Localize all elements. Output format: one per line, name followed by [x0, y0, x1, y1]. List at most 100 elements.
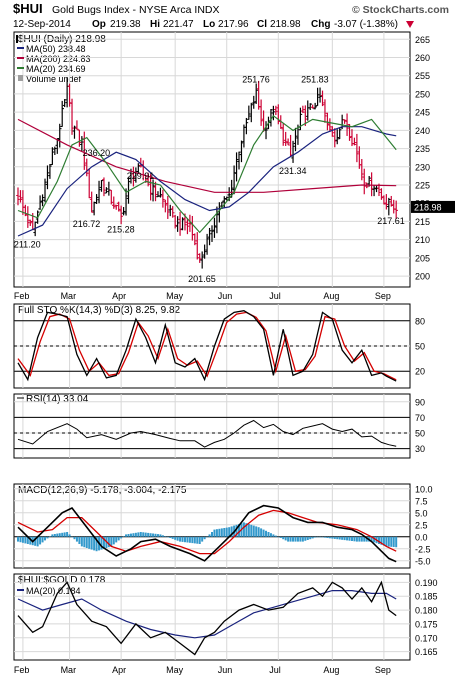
macd-histogram-bar [66, 532, 69, 537]
macd-histogram-bar [346, 536, 349, 541]
macd-histogram-bar [171, 536, 174, 539]
macd-histogram-bar [365, 536, 368, 542]
rsi-line [17, 419, 397, 448]
y-tick-label: 0.170 [415, 633, 438, 643]
macd-histogram-bar [206, 536, 209, 538]
x-tick-label: Feb [14, 291, 30, 301]
close-value: 218.98 [270, 19, 301, 30]
y-tick-label: 240 [415, 126, 430, 136]
macd-histogram-bar [166, 536, 169, 538]
macd-histogram-bar [154, 533, 157, 537]
macd-histogram-bar [289, 536, 292, 542]
x-tick-label: Apr [112, 291, 126, 301]
macd-histogram-bar [252, 525, 255, 537]
y-tick-label: -2.5 [415, 544, 431, 554]
macd-histogram-bar [125, 534, 128, 537]
macd-histogram-bar [363, 536, 366, 542]
macd-histogram-bar [304, 536, 307, 541]
macd-histogram-bar [198, 536, 201, 544]
macd-histogram-bar [309, 536, 312, 540]
y-tick-label: 50 [415, 429, 425, 439]
price-annotation: 231.34 [279, 166, 307, 176]
x-tick-label: Jul [269, 291, 281, 301]
y-tick-label: 200 [415, 272, 430, 282]
macd-histogram-bar [115, 536, 118, 543]
x-tick-label: Jul [269, 665, 281, 675]
macd-histogram-bar [149, 533, 152, 537]
x-tick-label: Aug [323, 665, 339, 675]
macd-histogram-bar [257, 527, 260, 537]
macd-histogram-bar [186, 536, 189, 543]
x-tick-label: May [166, 291, 184, 301]
y-tick-label: 230 [415, 162, 430, 172]
ma200-line [17, 118, 397, 193]
macd-histogram-bar [336, 536, 339, 540]
macd-histogram-bar [127, 534, 130, 537]
y-tick-label: 210 [415, 235, 430, 245]
macd-histogram-bar [370, 536, 373, 542]
macd-histogram-bar [341, 536, 344, 540]
macd-histogram-bar [107, 536, 110, 548]
y-tick-label: 5.0 [415, 508, 428, 518]
ratio-title: $HUI:$GOLD 0.178 [18, 575, 106, 586]
macd-histogram-bar [41, 536, 44, 543]
macd-histogram-bar [129, 533, 132, 537]
price-annotation: 251.83 [301, 74, 329, 84]
x-tick-label: Mar [61, 291, 77, 301]
macd-histogram-bar [191, 536, 194, 544]
macd-histogram-bar [311, 536, 314, 539]
macd-histogram-bar [238, 524, 241, 537]
stochastic-k-line [17, 310, 397, 382]
macd-histogram-bar [260, 528, 263, 537]
macd-histogram-bar [385, 536, 388, 547]
macd-histogram-bar [193, 536, 196, 544]
macd-histogram-bar [316, 536, 319, 538]
macd-histogram-bar [220, 528, 223, 537]
macd-title: MACD(12,26,9) -5.178, -3.004, -2.175 [18, 485, 187, 496]
macd-histogram-bar [83, 536, 86, 548]
macd-histogram-bar [323, 536, 326, 538]
legend-ma200: MA(200) 224.83 [26, 54, 91, 64]
x-tick-label: Apr [112, 665, 126, 675]
down-triangle-icon [406, 21, 414, 28]
macd-histogram-bar [132, 533, 135, 537]
ratio-ma-legend-name: MA(20) [26, 586, 56, 596]
ma50-line [17, 126, 397, 237]
macd-histogram-bar [142, 532, 145, 537]
macd-histogram-bar [159, 534, 162, 537]
macd-histogram-bar [250, 524, 253, 537]
price-annotation: 201.65 [188, 274, 216, 284]
macd-histogram-bar [382, 536, 385, 546]
x-tick-label: Jun [218, 291, 233, 301]
macd-histogram-bar [102, 536, 105, 549]
macd-histogram-bar [144, 532, 147, 537]
y-tick-label: 0.175 [415, 619, 438, 629]
index-name: Gold Bugs Index - NYSE Arca INDX [52, 4, 220, 16]
macd-histogram-bar [360, 536, 363, 542]
y-tick-label: 10.0 [415, 484, 433, 494]
y-tick-label: 215 [415, 217, 430, 227]
macd-histogram-bar [117, 536, 120, 541]
price-annotation: 229.91 [127, 171, 155, 181]
sto-title: Full STO %K(14,3) %D(3) 8.25, 9.82 [18, 305, 181, 316]
ma20-line [17, 114, 397, 234]
price-annotation: 216.72 [73, 219, 101, 229]
macd-histogram-bar [301, 536, 304, 542]
macd-histogram-bar [228, 527, 231, 537]
macd-histogram-bar [122, 536, 125, 537]
macd-histogram-bar [152, 533, 155, 537]
macd-histogram-bar [387, 536, 390, 547]
price-annotation: 236.20 [83, 148, 111, 158]
macd-histogram-bar [181, 536, 184, 542]
macd-histogram-bar [196, 536, 199, 544]
panel-frame [13, 31, 411, 288]
x-tick-label: Sep [375, 291, 391, 301]
y-tick-label: 0.180 [415, 606, 438, 616]
macd-histogram-bar [294, 536, 297, 542]
y-tick-label: 0.190 [415, 578, 438, 588]
macd-histogram-bar [377, 536, 380, 544]
macd-histogram-bar [333, 536, 336, 539]
panel-frame [13, 483, 411, 569]
macd-histogram-bar [19, 536, 22, 543]
